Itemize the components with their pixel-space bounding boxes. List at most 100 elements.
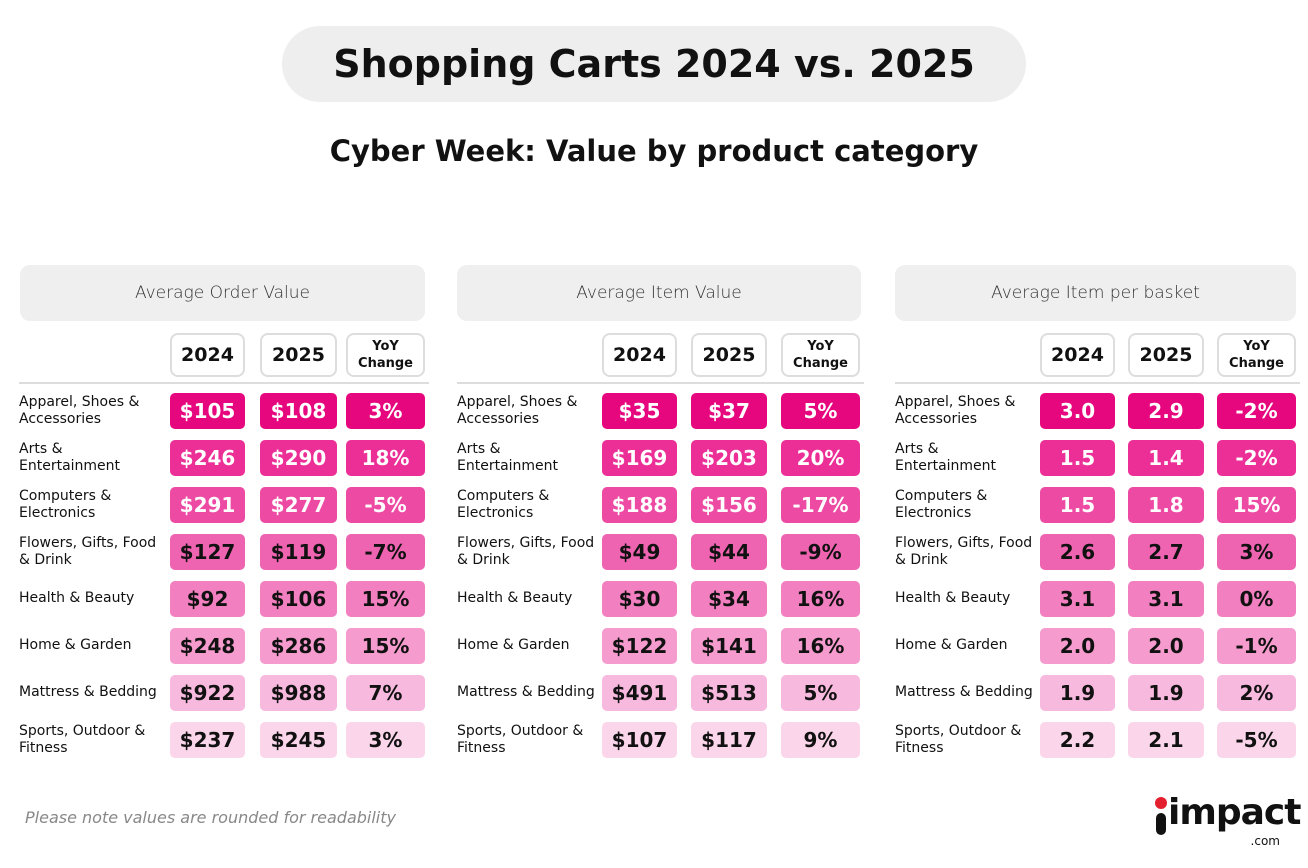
row-label: Computers & Electronics bbox=[19, 487, 112, 521]
value-cell: 16% bbox=[781, 628, 860, 664]
value-cell: 2.7 bbox=[1128, 534, 1204, 570]
value-cell: 20% bbox=[781, 440, 860, 476]
value-cell: $169 bbox=[602, 440, 677, 476]
value-cell: -1% bbox=[1217, 628, 1296, 664]
column-header: YoY Change bbox=[781, 333, 860, 377]
row-label: Home & Garden bbox=[895, 637, 1008, 653]
value-cell: 9% bbox=[781, 722, 860, 758]
row-label: Computers & Electronics bbox=[895, 487, 988, 521]
value-cell: 1.9 bbox=[1040, 675, 1115, 711]
row-label: Mattress & Bedding bbox=[19, 684, 157, 700]
value-cell: 3.1 bbox=[1128, 581, 1204, 617]
value-cell: $246 bbox=[170, 440, 245, 476]
value-cell: $286 bbox=[260, 628, 337, 664]
value-cell: $245 bbox=[260, 722, 337, 758]
value-cell: -5% bbox=[1217, 722, 1296, 758]
row-label: Arts & Entertainment bbox=[457, 440, 559, 474]
value-cell: -9% bbox=[781, 534, 860, 570]
column-header: 2025 bbox=[260, 333, 337, 377]
value-cell: $291 bbox=[170, 487, 245, 523]
panel-title: Average Order Value bbox=[20, 265, 425, 321]
value-cell: 3.1 bbox=[1040, 581, 1115, 617]
value-cell: $107 bbox=[602, 722, 677, 758]
row-label: Mattress & Bedding bbox=[895, 684, 1033, 700]
panel-title: Average Item per basket bbox=[895, 265, 1296, 321]
value-cell: 15% bbox=[1217, 487, 1296, 523]
value-cell: 1.5 bbox=[1040, 487, 1115, 523]
value-cell: -7% bbox=[346, 534, 425, 570]
value-cell: $127 bbox=[170, 534, 245, 570]
value-cell: 2.0 bbox=[1040, 628, 1115, 664]
logo-name: impact bbox=[1168, 792, 1301, 833]
value-cell: 3% bbox=[346, 393, 425, 429]
value-cell: -17% bbox=[781, 487, 860, 523]
row-label: Apparel, Shoes & Accessories bbox=[895, 393, 1016, 427]
divider bbox=[895, 382, 1300, 384]
title: Shopping Carts 2024 vs. 2025 bbox=[282, 26, 1026, 102]
column-header: 2024 bbox=[1040, 333, 1115, 377]
column-header: YoY Change bbox=[1217, 333, 1296, 377]
value-cell: 3% bbox=[1217, 534, 1296, 570]
row-label: Arts & Entertainment bbox=[19, 440, 121, 474]
row-label: Home & Garden bbox=[457, 637, 570, 653]
value-cell: $117 bbox=[691, 722, 767, 758]
value-cell: 3.0 bbox=[1040, 393, 1115, 429]
value-cell: $92 bbox=[170, 581, 245, 617]
row-label: Apparel, Shoes & Accessories bbox=[457, 393, 578, 427]
row-label: Sports, Outdoor & Fitness bbox=[457, 722, 584, 756]
value-cell: 1.9 bbox=[1128, 675, 1204, 711]
value-cell: 1.5 bbox=[1040, 440, 1115, 476]
value-cell: 15% bbox=[346, 581, 425, 617]
value-cell: 2% bbox=[1217, 675, 1296, 711]
value-cell: 2.6 bbox=[1040, 534, 1115, 570]
row-label: Health & Beauty bbox=[895, 590, 1011, 606]
row-label: Computers & Electronics bbox=[457, 487, 550, 521]
divider bbox=[19, 382, 429, 384]
value-cell: $34 bbox=[691, 581, 767, 617]
value-cell: $49 bbox=[602, 534, 677, 570]
logo-icon bbox=[1155, 797, 1167, 835]
value-cell: 0% bbox=[1217, 581, 1296, 617]
value-cell: $203 bbox=[691, 440, 767, 476]
row-label: Home & Garden bbox=[19, 637, 132, 653]
value-cell: 16% bbox=[781, 581, 860, 617]
column-header: 2025 bbox=[691, 333, 767, 377]
row-label: Flowers, Gifts, Food & Drink bbox=[457, 534, 595, 568]
row-label: Sports, Outdoor & Fitness bbox=[19, 722, 146, 756]
value-cell: -5% bbox=[346, 487, 425, 523]
value-cell: 1.4 bbox=[1128, 440, 1204, 476]
value-cell: 7% bbox=[346, 675, 425, 711]
row-label: Health & Beauty bbox=[457, 590, 573, 606]
value-cell: $30 bbox=[602, 581, 677, 617]
logo-suffix: .com bbox=[1250, 834, 1280, 848]
value-cell: $237 bbox=[170, 722, 245, 758]
column-header: 2025 bbox=[1128, 333, 1204, 377]
value-cell: 5% bbox=[781, 393, 860, 429]
value-cell: $37 bbox=[691, 393, 767, 429]
value-cell: 2.0 bbox=[1128, 628, 1204, 664]
value-cell: $988 bbox=[260, 675, 337, 711]
value-cell: $248 bbox=[170, 628, 245, 664]
value-cell: -2% bbox=[1217, 393, 1296, 429]
value-cell: $922 bbox=[170, 675, 245, 711]
value-cell: $106 bbox=[260, 581, 337, 617]
subtitle: Cyber Week: Value by product category bbox=[329, 134, 979, 168]
row-label: Flowers, Gifts, Food & Drink bbox=[19, 534, 157, 568]
value-cell: 2.9 bbox=[1128, 393, 1204, 429]
value-cell: $491 bbox=[602, 675, 677, 711]
value-cell: $35 bbox=[602, 393, 677, 429]
value-cell: $105 bbox=[170, 393, 245, 429]
footnote: Please note values are rounded for reada… bbox=[25, 808, 396, 827]
value-cell: $122 bbox=[602, 628, 677, 664]
value-cell: $108 bbox=[260, 393, 337, 429]
value-cell: 15% bbox=[346, 628, 425, 664]
value-cell: 2.2 bbox=[1040, 722, 1115, 758]
value-cell: 18% bbox=[346, 440, 425, 476]
value-cell: -2% bbox=[1217, 440, 1296, 476]
divider bbox=[457, 382, 864, 384]
row-label: Mattress & Bedding bbox=[457, 684, 595, 700]
value-cell: $141 bbox=[691, 628, 767, 664]
value-cell: $119 bbox=[260, 534, 337, 570]
value-cell: 5% bbox=[781, 675, 860, 711]
